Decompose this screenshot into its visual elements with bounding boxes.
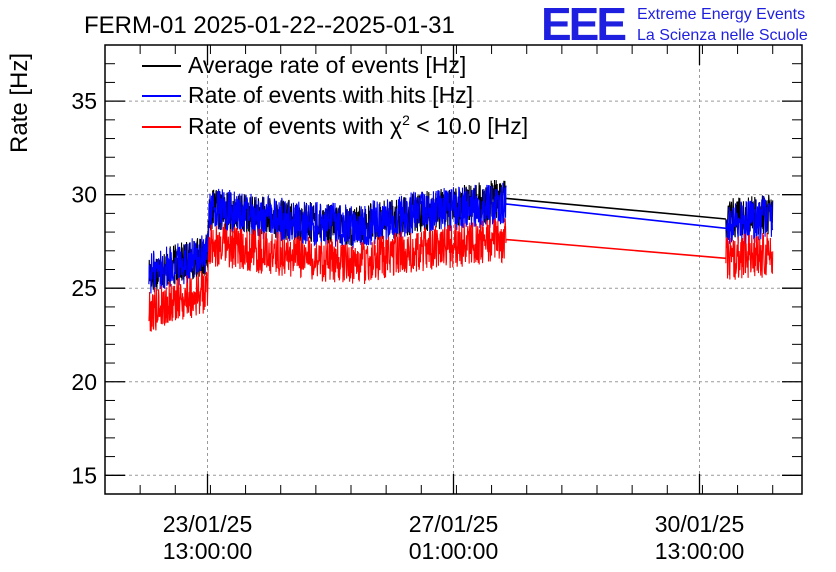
chart-title: FERM-01 2025-01-22--2025-01-31 [84,12,455,39]
x-tick-time: 01:00:00 [409,538,499,564]
legend-entry: Rate of events with hits [Hz] [188,82,473,108]
series-line [148,182,774,294]
y-axis-label: Rate [Hz] [6,53,33,153]
axis-ticks: 152025303523/01/2513:00:0027/01/2501:00:… [71,44,802,564]
series-gap-line [506,197,726,220]
series-gap-line [506,203,726,230]
y-tick-label: 25 [71,275,97,301]
series-line [148,218,774,332]
y-tick-label: 20 [71,369,97,395]
x-tick-time: 13:00:00 [163,538,253,564]
x-tick-date: 23/01/25 [163,511,253,537]
x-tick-time: 13:00:00 [655,538,745,564]
legend-entry: Rate of events with χ2 < 10.0 [Hz] [188,112,528,139]
series-layer [148,179,774,332]
x-tick-date: 27/01/25 [409,511,499,537]
y-tick-label: 30 [71,182,97,208]
y-tick-label: 15 [71,462,97,488]
y-tick-label: 35 [71,88,97,114]
legend: Average rate of events [Hz] Rate of event… [142,52,528,139]
brand-line-1: Extreme Energy Events [637,6,805,23]
eee-logo: EEE [541,0,625,50]
legend-entry: Average rate of events [Hz] [188,52,466,78]
series-gap-line [506,238,726,260]
x-tick-date: 30/01/25 [655,511,745,537]
brand-line-2: La Scienza nelle Scuole [637,27,808,44]
